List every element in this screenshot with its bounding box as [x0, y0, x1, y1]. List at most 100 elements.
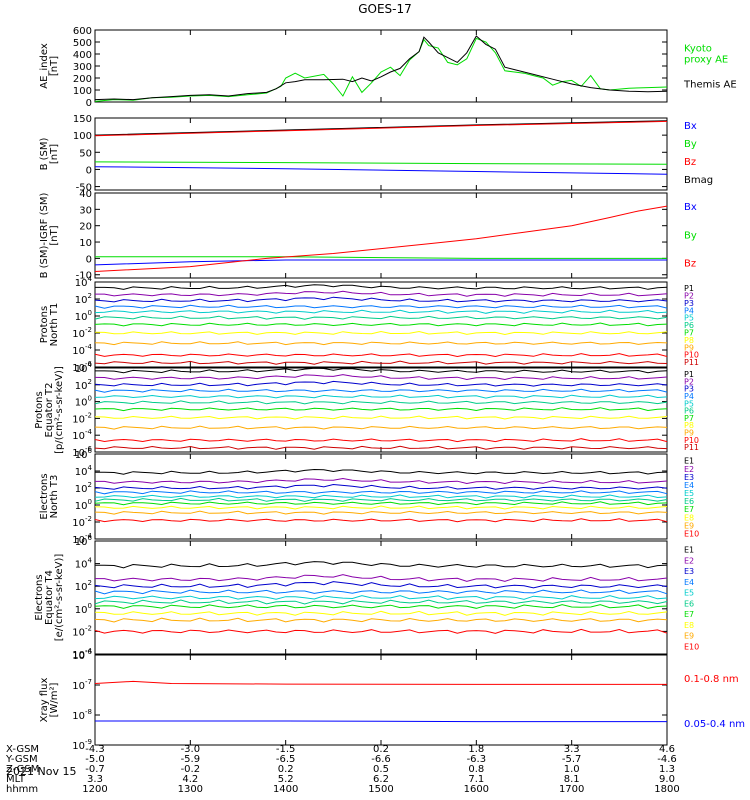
legend-entry: P2	[684, 292, 694, 301]
legend-entry: P8	[684, 421, 694, 430]
legend-entry: P10	[684, 436, 699, 445]
channel-e8	[94, 505, 668, 510]
y-axis-label: B (SM)-IGRF (SM)	[39, 193, 50, 279]
channel-p6	[94, 400, 668, 405]
y-tick-exponent: -2	[85, 624, 92, 632]
footer-value: 0.8	[468, 764, 484, 775]
channel-e4	[94, 490, 668, 495]
legend-entry: 0.1-0.8 nm	[684, 674, 739, 685]
channel-e9	[94, 510, 668, 515]
y-tick-exponent: -2	[85, 326, 92, 334]
y-axis-label: [e/(cm²-s-sr-keV)]	[54, 554, 65, 642]
legend-entry: E4	[684, 578, 694, 587]
footer-row-label: hhmm	[6, 784, 38, 795]
y-axis-label: [nT]	[49, 225, 60, 245]
footer-value: -4.3	[85, 744, 105, 755]
y-tick-exponent: 0	[88, 309, 92, 317]
y-tick-label: 0	[86, 98, 92, 109]
y-axis-label: Equator T4	[44, 570, 55, 625]
date-label: 2021 Nov 15	[6, 765, 76, 778]
chart-title: GOES-17	[358, 2, 412, 16]
footer-value: -3.0	[181, 744, 201, 755]
y-axis-label: [W/m²]	[49, 682, 60, 717]
legend-entry: P7	[684, 414, 694, 423]
panel-frame	[94, 654, 668, 746]
channel-e6	[94, 497, 668, 502]
y-tick-label: 102	[75, 481, 92, 495]
channel-p2	[94, 374, 668, 381]
y-axis-label: [nT]	[49, 144, 60, 164]
channel-p11	[94, 360, 668, 365]
legend-entry: P6	[684, 407, 694, 416]
channel-p3	[94, 380, 668, 387]
y-tick-exponent: -6	[85, 360, 93, 368]
series-0-1-0-8-nm	[94, 680, 667, 685]
y-tick-exponent: 4	[88, 464, 93, 472]
y-tick-exponent: -7	[85, 678, 92, 686]
y-axis-label: North T3	[49, 475, 60, 519]
y-tick-exponent: 2	[88, 292, 92, 300]
legend-entry: Themis AE	[683, 80, 737, 91]
channel-p7	[94, 322, 668, 327]
footer-value: 0.5	[373, 764, 389, 775]
channel-e10	[94, 518, 668, 523]
channel-e8	[94, 610, 668, 616]
y-tick-label: 0	[86, 165, 92, 176]
channel-p9	[94, 341, 668, 346]
channel-e7	[94, 501, 668, 506]
y-axis-label: Electrons	[39, 473, 50, 519]
y-tick-label: 10	[79, 238, 92, 249]
channel-e4	[94, 589, 668, 595]
y-axis-label: B (SM)	[39, 137, 50, 170]
channel-e2	[95, 477, 668, 485]
y-tick-label: 0	[86, 254, 92, 265]
y-axis-label: North T1	[49, 303, 60, 347]
series-0-05-0-4-nm	[95, 720, 667, 723]
y-tick-exponent: 4	[88, 275, 93, 283]
channel-e5	[94, 595, 668, 601]
legend-entry: E9	[684, 521, 694, 530]
series-themis-ae	[94, 35, 668, 101]
y-tick-label: 104	[75, 275, 93, 289]
y-tick-exponent: 0	[88, 602, 92, 610]
legend-entry: E10	[684, 530, 699, 539]
footer-value: 1.8	[468, 744, 484, 755]
panel-frame	[94, 117, 668, 191]
y-tick-exponent: 0	[88, 498, 92, 506]
legend-entry: P7	[684, 329, 694, 338]
channel-p8	[94, 330, 668, 336]
y-tick-label: 10-2	[72, 411, 92, 425]
y-tick-label: -50	[76, 183, 92, 194]
footer-value: -6.3	[467, 754, 487, 765]
y-tick-label: 102	[75, 579, 92, 593]
channel-p1	[95, 367, 668, 374]
y-tick-label: 10-8	[72, 708, 92, 722]
footer-value: 3.3	[564, 744, 580, 755]
channel-e5	[94, 494, 668, 499]
legend-entry: E5	[684, 589, 694, 598]
channel-p6	[94, 315, 668, 320]
legend-entry: E2	[684, 556, 694, 565]
y-tick-exponent: -4	[85, 343, 93, 351]
footer-value: 4.2	[182, 774, 198, 785]
footer-value: 1400	[273, 784, 298, 795]
series-kyoto-proxy-ae	[94, 37, 668, 102]
legend-entry: E10	[684, 642, 699, 651]
channel-p11	[94, 445, 668, 450]
legend-entry: E1	[684, 457, 694, 466]
y-tick-label: 500	[73, 38, 92, 49]
y-tick-exponent: -4	[85, 428, 93, 436]
legend-entry: Bx	[684, 121, 697, 132]
footer-value: -0.2	[181, 764, 201, 775]
footer-value: 1800	[654, 784, 679, 795]
footer-value: 1600	[464, 784, 489, 795]
y-tick-label: 100	[75, 309, 92, 323]
legend-entry: P4	[684, 306, 694, 315]
footer-row-label: X-GSM	[6, 744, 39, 755]
y-tick-label: 10-4	[72, 428, 92, 442]
legend-entry: P10	[684, 351, 699, 360]
series-bmag	[94, 120, 668, 136]
y-tick-label: -10	[76, 271, 92, 282]
